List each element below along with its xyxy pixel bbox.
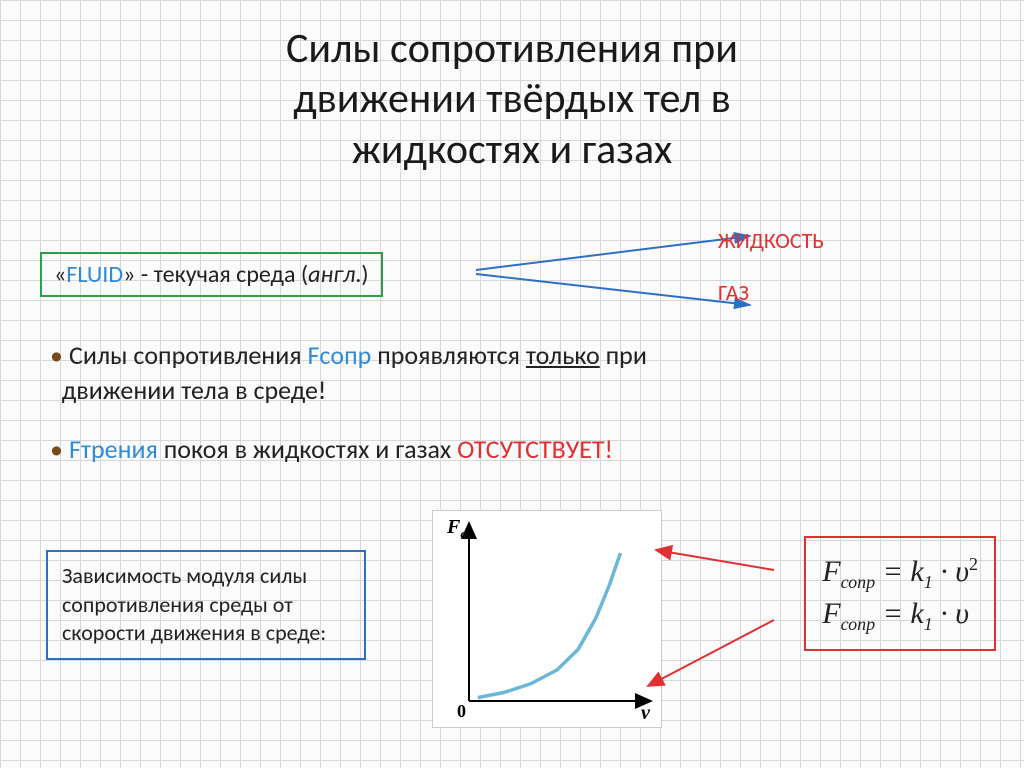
fluid-rest: » - текучая среда ( (123, 260, 308, 289)
f1-eq: = (875, 555, 910, 588)
formula-1: Fсопр = k1 · υ2 (822, 554, 978, 593)
fluid-definition-box: «FLUID» - текучая среда (англ.) (40, 252, 383, 297)
f1-ksub: 1 (924, 572, 933, 592)
graph-row: Зависимость модуля силы сопротивления ср… (0, 510, 1024, 740)
f2-var: υ (955, 597, 969, 630)
f2-k: k (910, 597, 923, 630)
bullet-dot-icon: • (50, 339, 63, 371)
fluid-tail: .) (355, 260, 368, 289)
b1-only: только (526, 339, 600, 371)
quote-open: « (54, 260, 66, 289)
bullet-1: •Силы сопротивления Fсопр проявляются то… (50, 338, 647, 408)
dep-l1: Зависимость модуля силы (62, 562, 307, 589)
title-line-1: Силы сопротивления при (286, 23, 738, 74)
y-axis-sub: c (460, 526, 466, 541)
x-axis-label: v (641, 702, 651, 724)
branch-labels: ЖИДКОСТЬ ГАЗ (718, 230, 824, 304)
title-line-3: жидкостях и газах (352, 124, 672, 175)
page-title: Силы сопротивления при движении твёрдых … (0, 0, 1024, 175)
b2-ftr: Fтрения (69, 433, 158, 465)
b1-prefix: Силы сопротивления (69, 339, 308, 371)
branch-gas: ГАЗ (718, 282, 824, 304)
bullet-dot-icon: • (50, 433, 63, 465)
origin-label: 0 (457, 701, 466, 721)
dep-l3: скорости движения в среде: (62, 619, 326, 646)
b1-fsopr: Fсопр (307, 339, 371, 371)
dep-l2: сопротивления среды от (62, 591, 293, 618)
f2-ksub: 1 (924, 614, 933, 634)
f2-lhs: F (822, 597, 840, 630)
fluid-definition-row: «FLUID» - текучая среда (англ.) ЖИДКОСТЬ… (40, 230, 984, 320)
b1-mid: проявляются (371, 339, 526, 371)
dependency-box: Зависимость модуля силы сопротивления ср… (46, 550, 366, 660)
f1-lhs: F (822, 555, 840, 588)
fluid-ital: англ (308, 260, 355, 289)
fluid-word: FLUID (66, 260, 123, 289)
slide-content: Силы сопротивления при движении твёрдых … (0, 0, 1024, 768)
b1-line2: движении тела в среде! (62, 374, 327, 406)
f2-dot: · (933, 597, 956, 630)
f2-lhs-sub: сопр (841, 614, 876, 634)
bullet-2: •Fтрения покоя в жидкостях и газах ОТСУТ… (50, 432, 613, 467)
formula-pointer-arrows (644, 540, 794, 710)
f1-exp: 2 (969, 554, 978, 574)
graph-svg: Fc v 0 (433, 511, 663, 729)
f1-lhs-sub: сопр (841, 572, 876, 592)
resistance-graph: Fc v 0 (432, 510, 662, 728)
f1-k: k (910, 555, 923, 588)
formula-box: Fсопр = k1 · υ2 Fсопр = k1 · υ (804, 536, 996, 651)
y-axis-label: F (446, 516, 461, 538)
b2-mid: покоя в жидкостях и газах (158, 433, 457, 465)
b1-tail: при (600, 339, 647, 371)
b2-absent: ОТСУТСТВУЕТ! (457, 433, 613, 465)
svg-text:Fc: Fc (446, 516, 466, 541)
f1-var: υ (955, 555, 969, 588)
title-line-2: движении твёрдых тел в (293, 73, 731, 124)
f2-eq: = (875, 597, 910, 630)
branch-liquid: ЖИДКОСТЬ (718, 230, 824, 252)
formula-2: Fсопр = k1 · υ (822, 597, 978, 635)
f1-dot: · (933, 555, 956, 588)
